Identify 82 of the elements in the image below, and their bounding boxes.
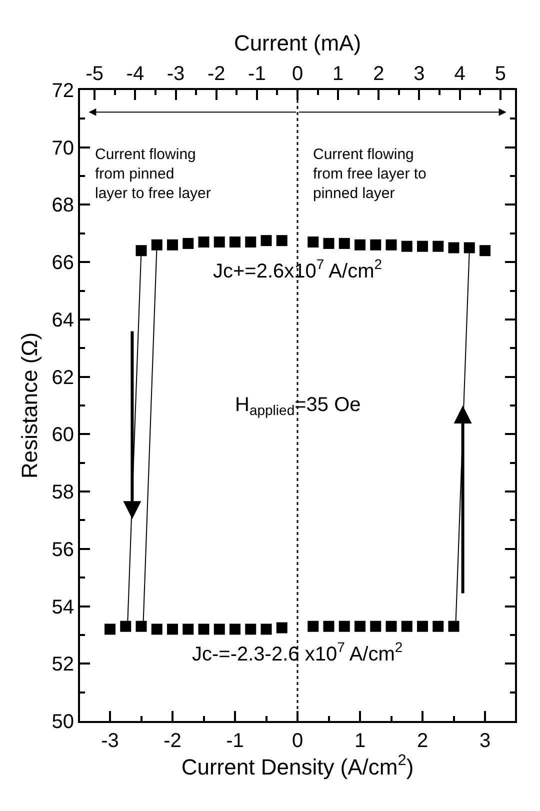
annotation: Jc-=-2.3-2.6 x10$^{7}$ A/cm$^{2}$: [192, 639, 403, 666]
point: [308, 236, 319, 248]
point: [401, 240, 412, 252]
point: [136, 245, 147, 256]
x-tick-label: -1: [226, 730, 244, 752]
x-tick-label: 2: [416, 730, 428, 752]
point: [167, 239, 178, 250]
point: [401, 620, 412, 632]
point: [448, 242, 460, 254]
x2-tick-label: -2: [207, 63, 226, 85]
y-tick-label: 60: [52, 424, 74, 446]
point: [230, 624, 240, 635]
y-tick-label: 52: [52, 654, 74, 676]
point: [370, 239, 382, 250]
x-tick-label: 3: [479, 730, 491, 752]
point: [260, 235, 272, 246]
y-tick-label: 70: [52, 137, 74, 160]
y-tick-label: 58: [52, 482, 74, 504]
point: [214, 236, 225, 248]
x2-tick-label: 5: [494, 63, 506, 85]
point: [323, 620, 334, 632]
point: [214, 624, 225, 635]
x-tick-label: 0: [292, 730, 304, 752]
y-tick-label: 54: [52, 596, 74, 618]
point: [370, 620, 382, 632]
point: [198, 624, 210, 635]
point: [182, 238, 194, 249]
point: [276, 622, 288, 634]
y-tick-label: 68: [52, 194, 74, 217]
x2-tick-label: 0: [292, 63, 304, 85]
x-tick-label: 1: [354, 730, 366, 752]
y-tick-label: 72: [52, 80, 74, 102]
point: [167, 624, 178, 635]
point: [104, 624, 116, 635]
x2-tick-label: -4: [126, 63, 144, 85]
y-tick-label: 50: [52, 711, 74, 733]
point: [432, 240, 444, 252]
x-tick-label: -3: [101, 730, 119, 752]
x2-tick-label: 4: [454, 63, 466, 85]
x-tick-label: -2: [164, 730, 182, 752]
point: [260, 624, 272, 635]
point: [120, 620, 132, 632]
point: [182, 624, 194, 635]
point: [308, 620, 319, 632]
point: [136, 620, 147, 632]
y-tick-label: 56: [52, 538, 74, 561]
y-axis-title: Resistance (Ω): [17, 332, 42, 479]
point: [386, 239, 397, 250]
y-tick-label: 66: [52, 252, 74, 274]
point: [480, 245, 490, 256]
point: [417, 240, 428, 252]
point: [338, 620, 350, 632]
x2-tick-label: -3: [166, 63, 185, 85]
annotation: H$_{applied}$=35 Oe: [235, 394, 361, 418]
point: [198, 236, 210, 248]
point: [323, 238, 334, 249]
point: [338, 238, 350, 249]
x2-tick-label: 1: [332, 63, 344, 85]
x2-tick-label: 2: [373, 63, 384, 85]
x2-tick-label: -1: [248, 63, 266, 85]
point: [464, 242, 475, 254]
x-axis-title: Current Density (A/cm$^{2}$): [181, 752, 414, 780]
point: [151, 624, 162, 635]
x2-tick-label: -5: [86, 63, 104, 85]
point: [245, 236, 256, 248]
point: [151, 239, 162, 250]
x2-tick-label: 3: [414, 63, 425, 85]
annotation: Jc+=2.6x10$^{7}$ A/cm$^{2}$: [213, 256, 382, 282]
y-tick-label: 62: [52, 366, 74, 389]
point: [417, 620, 428, 632]
x2-axis-title: Current (mA): [234, 30, 362, 56]
point: [276, 235, 288, 246]
point: [230, 236, 240, 248]
annotation: Current flowing from free layer to pinned layer: [313, 146, 426, 202]
annotation: Current flowing from pinned layer to free layer: [95, 146, 211, 202]
y-tick-label: 64: [52, 309, 74, 332]
point: [245, 624, 256, 635]
point: [432, 620, 444, 632]
point: [354, 620, 366, 632]
point: [354, 239, 366, 250]
point: [448, 620, 460, 632]
point: [386, 620, 397, 632]
